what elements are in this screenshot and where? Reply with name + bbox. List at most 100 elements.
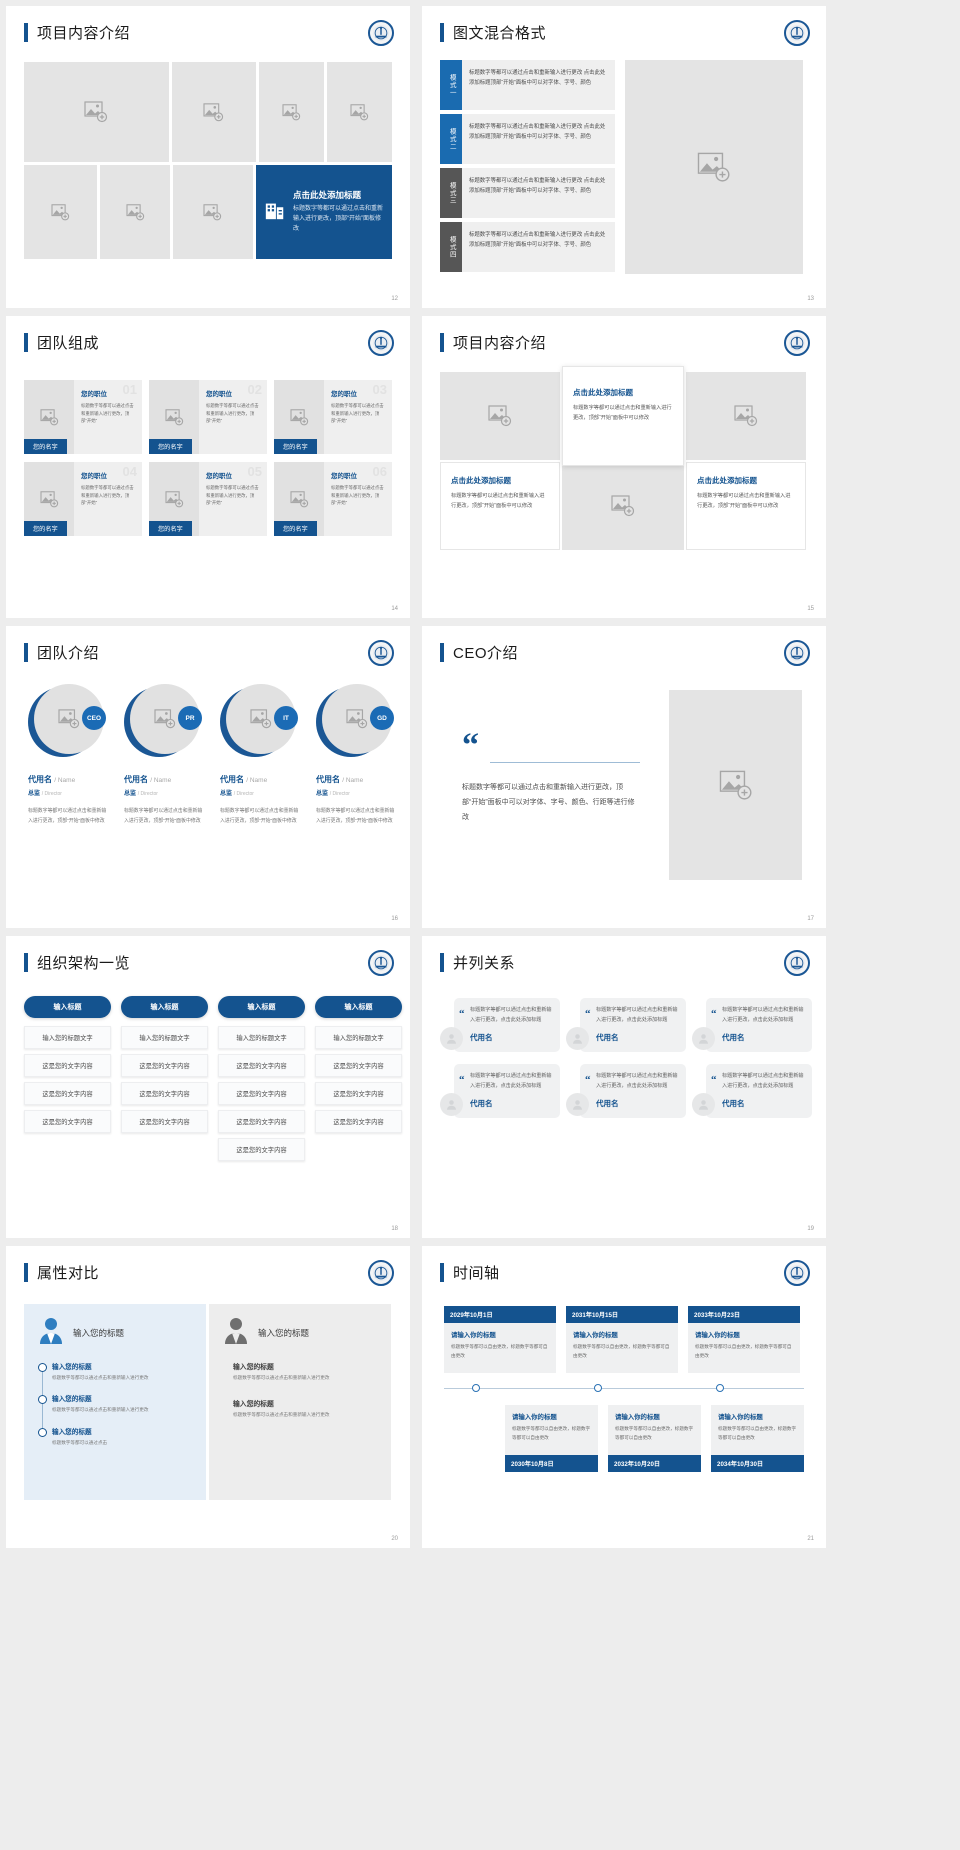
org-box[interactable]: 这是您的文字内容 (218, 1082, 305, 1105)
avatar[interactable]: IT (220, 684, 298, 760)
org-box[interactable]: 这是您的文字内容 (315, 1082, 402, 1105)
slide-14[interactable]: 团队组成 01 您的职位 标题数字等都可以通过点击和重新输入进行更改，顶部“开始… (6, 316, 410, 618)
mode-tab[interactable]: 模式四 (440, 222, 462, 272)
timeline-card[interactable]: 请输入你的标题 标题数字等都可以自由更改，标题数字等都可以自由更改 2034年1… (711, 1405, 804, 1472)
slide-17[interactable]: CEO介绍 “ 标题数字等都可以通过点击和重新输入进行更改，顶部“开始”面板中可… (422, 626, 826, 928)
image-tile[interactable] (259, 62, 324, 162)
slide-12[interactable]: 项目内容介绍 点击此处添加标题 标题数字等都可以通过点击和重新输入 (6, 6, 410, 308)
timeline-card[interactable]: 请输入你的标题 标题数字等都可以自由更改，标题数字等都可以自由更改 2032年1… (608, 1405, 701, 1472)
mode-tab[interactable]: 模式二 (440, 114, 462, 164)
org-box[interactable]: 这是您的文字内容 (24, 1082, 111, 1105)
org-box[interactable]: 这是您的文字内容 (24, 1110, 111, 1133)
member-card[interactable]: 02 您的职位 标题数字等都可以通过点击和重新输入进行更改，顶部“开始” 您的名… (149, 380, 267, 454)
image-tile[interactable] (172, 165, 254, 259)
member-name: 代用名 / Name (220, 774, 308, 785)
slide-20[interactable]: 属性对比 输入您的标题 输入您的标题 标题数字等都可以通过点击和重新输入进行更改… (6, 1246, 410, 1548)
member-grid: 01 您的职位 标题数字等都可以通过点击和重新输入进行更改，顶部“开始” 您的名… (24, 380, 392, 536)
image-placeholder-icon (126, 203, 145, 221)
mode-text: 标题数字等都可以通过点击和重新输入进行更改 点击此处添加标题顶部“开始”面板中可… (469, 70, 606, 86)
mode-row[interactable]: 模式二 标题数字等都可以通过点击和重新输入进行更改 点击此处添加标题顶部“开始”… (440, 114, 615, 164)
image-tile[interactable] (171, 62, 257, 162)
quote-card[interactable]: 标题数字等都可以通过点击和重新输入进行更改，点击此处添加标题 代用名 “ (440, 998, 560, 1052)
org-box[interactable]: 这是您的文字内容 (121, 1110, 208, 1133)
slide-21[interactable]: 时间轴 2029年10月1日 请输入你的标题 标题数字等都可以自由更改，标题数字… (422, 1246, 826, 1548)
image-tile[interactable] (440, 372, 560, 460)
member-body: 01 您的职位 标题数字等都可以通过点击和重新输入进行更改，顶部“开始” (74, 380, 142, 454)
quote-card[interactable]: 标题数字等都可以通过点击和重新输入进行更改，点击此处添加标题 代用名 “ (692, 1064, 812, 1118)
panel-item[interactable]: 输入您的标题 标题数字等都可以通过点击和重新输入进行更改 (233, 1398, 377, 1419)
org-box[interactable]: 这是您的文字内容 (24, 1054, 111, 1077)
member-card[interactable]: 06 您的职位 标题数字等都可以通过点击和重新输入进行更改，顶部“开始” 您的名… (274, 462, 392, 536)
slide-15[interactable]: 项目内容介绍 点击此处添加标题 标题数字等都可以通过点击和重新输入进行更改，顶部… (422, 316, 826, 618)
page-title: 时间轴 (453, 1265, 500, 1282)
org-box[interactable]: 输入您的标题文字 (24, 1026, 111, 1049)
image-tile[interactable] (625, 60, 803, 274)
timeline-card[interactable]: 2031年10月15日 请输入你的标题 标题数字等都可以自由更改，标题数字等都可… (566, 1306, 678, 1373)
member-card[interactable]: 05 您的职位 标题数字等都可以通过点击和重新输入进行更改，顶部“开始” 您的名… (149, 462, 267, 536)
org-head-pill[interactable]: 输入标题 (218, 996, 305, 1018)
org-box[interactable]: 这是您的文字内容 (121, 1054, 208, 1077)
org-box[interactable]: 输入您的标题文字 (121, 1026, 208, 1049)
org-box[interactable]: 这是您的文字内容 (315, 1110, 402, 1133)
quote-card[interactable]: 标题数字等都可以通过点击和重新输入进行更改，点击此处添加标题 代用名 “ (692, 998, 812, 1052)
image-placeholder-icon (350, 103, 369, 121)
image-tile[interactable] (326, 62, 393, 162)
slide-16[interactable]: 团队介绍 CEO 代用名 / Name 总监 / Director 标题数字等都… (6, 626, 410, 928)
image-tile[interactable] (24, 62, 169, 162)
mode-row[interactable]: 模式三 标题数字等都可以通过点击和重新输入进行更改 点击此处添加标题顶部“开始”… (440, 168, 615, 218)
image-tile[interactable] (686, 372, 806, 460)
org-head-pill[interactable]: 输入标题 (121, 996, 208, 1018)
org-head-pill[interactable]: 输入标题 (24, 996, 111, 1018)
org-box[interactable]: 输入您的标题文字 (315, 1026, 402, 1049)
org-box[interactable]: 这是您的文字内容 (218, 1054, 305, 1077)
member-card[interactable]: 03 您的职位 标题数字等都可以通过点击和重新输入进行更改，顶部“开始” 您的名… (274, 380, 392, 454)
team-member[interactable]: GD 代用名 / Name 总监 / Director 标题数字等都可以通过点击… (308, 684, 404, 828)
org-box[interactable]: 输入您的标题文字 (218, 1026, 305, 1049)
ceo-photo[interactable] (669, 690, 802, 880)
mode-row[interactable]: 模式一 标题数字等都可以通过点击和重新输入进行更改 点击此处添加标题顶部“开始”… (440, 60, 615, 110)
timeline-date: 2031年10月15日 (566, 1306, 678, 1323)
team-member[interactable]: CEO 代用名 / Name 总监 / Director 标题数字等都可以通过点… (20, 684, 116, 828)
image-tile[interactable] (24, 165, 98, 259)
slide-18[interactable]: 组织架构一览 输入标题 输入您的标题文字 这是您的文字内容 这是您的文字内容 这… (6, 936, 410, 1238)
panel-item[interactable]: 输入您的标题 标题数字等都可以通过点击 (38, 1426, 192, 1447)
member-card[interactable]: 04 您的职位 标题数字等都可以通过点击和重新输入进行更改，顶部“开始” 您的名… (24, 462, 142, 536)
quote-card[interactable]: 标题数字等都可以通过点击和重新输入进行更改，点击此处添加标题 代用名 “ (566, 998, 686, 1052)
quote-card[interactable]: 标题数字等都可以通过点击和重新输入进行更改，点击此处添加标题 代用名 “ (440, 1064, 560, 1118)
org-box[interactable]: 这是您的文字内容 (218, 1110, 305, 1133)
slide-13[interactable]: 图文混合格式 模式一 标题数字等都可以通过点击和重新输入进行更改 点击此处添加标… (422, 6, 826, 308)
text-block-featured[interactable]: 点击此处添加标题 标题数字等都可以通过点击和重新输入进行更改，顶部“开始”面板中… (562, 366, 684, 466)
timeline-node[interactable] (716, 1384, 724, 1392)
org-box[interactable]: 这是您的文字内容 (218, 1138, 305, 1161)
image-tile[interactable] (100, 165, 170, 259)
team-member[interactable]: IT 代用名 / Name 总监 / Director 标题数字等都可以通过点击… (212, 684, 308, 828)
timeline-card[interactable]: 请输入你的标题 标题数字等都可以自由更改，标题数字等都可以自由更改 2030年1… (505, 1405, 598, 1472)
mode-tab[interactable]: 模式三 (440, 168, 462, 218)
image-tile[interactable] (562, 462, 684, 550)
org-head-pill[interactable]: 输入标题 (315, 996, 402, 1018)
page-title: 属性对比 (37, 1265, 100, 1282)
timeline-node[interactable] (472, 1384, 480, 1392)
timeline-node[interactable] (594, 1384, 602, 1392)
mode-row[interactable]: 模式四 标题数字等都可以通过点击和重新输入进行更改 点击此处添加标题顶部“开始”… (440, 222, 615, 272)
slide-19[interactable]: 并列关系 标题数字等都可以通过点击和重新输入进行更改，点击此处添加标题 代用名 … (422, 936, 826, 1238)
panel-item[interactable]: 输入您的标题 标题数字等都可以通过点击和重新输入进行更改 (38, 1361, 192, 1382)
quote-card[interactable]: 标题数字等都可以通过点击和重新输入进行更改，点击此处添加标题 代用名 “ (566, 1064, 686, 1118)
highlight-card[interactable]: 点击此处添加标题 标题数字等都可以通过点击和重新输入进行更改，顶部“开始”面板修… (256, 165, 392, 259)
member-role-cn: 总监 (28, 791, 41, 797)
avatar[interactable]: CEO (28, 684, 106, 760)
panel-item[interactable]: 输入您的标题 标题数字等都可以通过点击和重新输入进行更改 (38, 1393, 192, 1414)
org-box[interactable]: 这是您的文字内容 (121, 1082, 208, 1105)
member-card[interactable]: 01 您的职位 标题数字等都可以通过点击和重新输入进行更改，顶部“开始” 您的名… (24, 380, 142, 454)
image-placeholder-icon (203, 203, 222, 221)
avatar[interactable]: PR (124, 684, 202, 760)
avatar[interactable]: GD (316, 684, 394, 760)
org-box[interactable]: 这是您的文字内容 (315, 1054, 402, 1077)
mode-tab[interactable]: 模式一 (440, 60, 462, 110)
text-block[interactable]: 点击此处添加标题 标题数字等都可以通过点击和重新输入进行更改，顶部“开始”面板中… (686, 462, 806, 550)
timeline-card[interactable]: 2029年10月1日 请输入你的标题 标题数字等都可以自由更改，标题数字等都可自… (444, 1306, 556, 1373)
panel-item[interactable]: 输入您的标题 标题数字等都可以通过点击和重新输入进行更改 (233, 1361, 377, 1382)
team-member[interactable]: PR 代用名 / Name 总监 / Director 标题数字等都可以通过点击… (116, 684, 212, 828)
timeline-card[interactable]: 2033年10月23日 请输入你的标题 标题数字等都可以自由更改，标题数字等都可… (688, 1306, 800, 1373)
text-block[interactable]: 点击此处添加标题 标题数字等都可以通过点击和重新输入进行更改，顶部“开始”面板中… (440, 462, 560, 550)
